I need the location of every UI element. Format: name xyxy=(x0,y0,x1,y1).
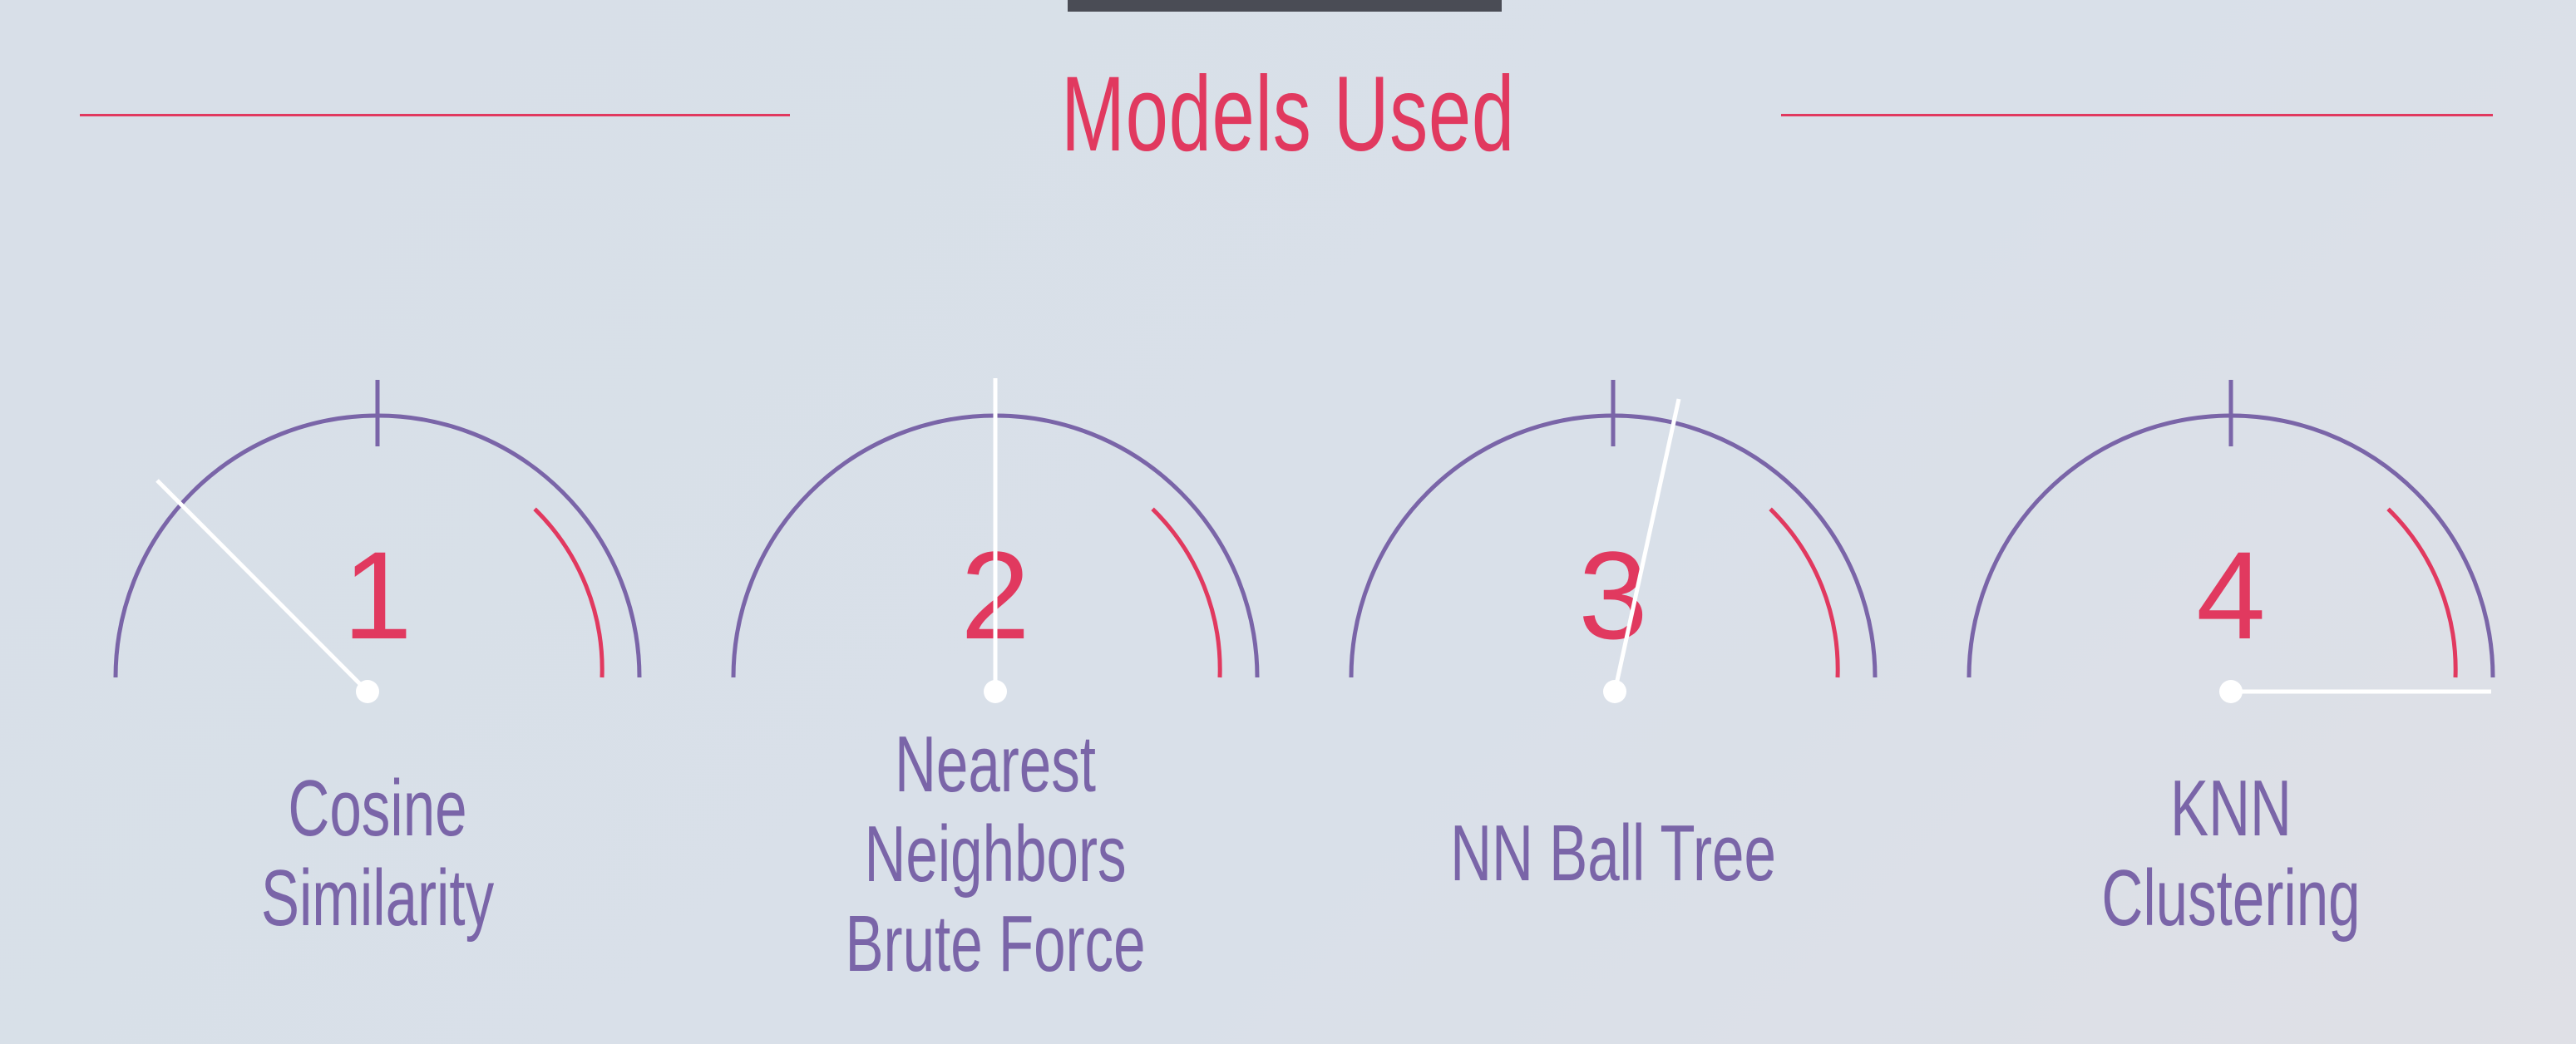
title-rule-left xyxy=(80,114,790,116)
gauge-label-3: NN Ball Tree xyxy=(1450,809,1776,898)
gauge-label-4: KNN Clustering xyxy=(2101,764,2361,943)
page-title: Models Used xyxy=(1061,55,1515,174)
gauge-number: 4 xyxy=(2196,525,2265,665)
gauge-pivot xyxy=(984,680,1007,703)
gauge-danger-arc xyxy=(533,507,605,678)
gauge-2: 2 xyxy=(731,378,1260,703)
title-rule-right xyxy=(1781,114,2493,116)
top-bar xyxy=(1068,0,1502,12)
gauge-danger-arc xyxy=(1769,507,1840,678)
gauge-danger-arc xyxy=(1151,507,1222,678)
gauge-3: 3 xyxy=(1349,380,1878,703)
gauge-1: 1 xyxy=(113,380,642,703)
gauge-number: 1 xyxy=(343,525,412,665)
gauge-label-1: Cosine Similarity xyxy=(260,764,495,943)
gauge-label-2: Nearest Neighbors Brute Force xyxy=(845,720,1146,988)
gauge-pivot xyxy=(1603,680,1626,703)
gauge-needle xyxy=(155,479,369,693)
gauge-pivot xyxy=(356,680,379,703)
gauge-pivot xyxy=(2219,680,2243,703)
gauge-danger-arc xyxy=(2386,507,2458,678)
gauge-4: 4 xyxy=(1967,380,2495,703)
gauge-needle xyxy=(1612,398,1681,692)
